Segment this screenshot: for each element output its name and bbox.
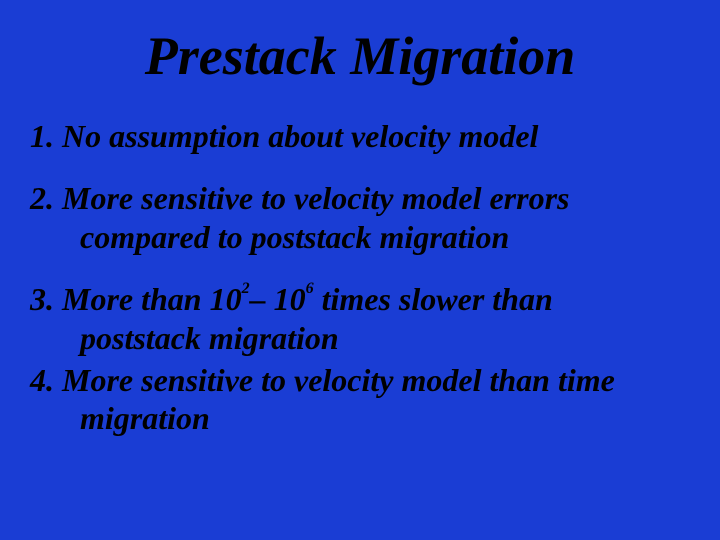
item-number: 2. xyxy=(30,180,54,216)
bullet-item-3: 3. More than 102– 106 times slower than … xyxy=(30,280,690,357)
item-text: More sensitive to velocity model than ti… xyxy=(62,362,615,398)
item-suffix: times slower than xyxy=(314,281,553,317)
exponent-2: 6 xyxy=(306,280,314,297)
bullet-item-2: 2. More sensitive to velocity model erro… xyxy=(30,179,690,256)
item-prefix: More than 10 xyxy=(62,281,242,317)
item-number: 3. xyxy=(30,281,54,317)
bullet-item-4: 4. More sensitive to velocity model than… xyxy=(30,361,690,438)
slide-title: Prestack Migration xyxy=(30,25,690,87)
exponent-1: 2 xyxy=(242,280,250,297)
item-mid: – 10 xyxy=(250,281,306,317)
item-number: 4. xyxy=(30,362,54,398)
item-continuation: poststack migration xyxy=(30,319,690,357)
item-continuation: migration xyxy=(30,399,690,437)
item-text: More sensitive to velocity model errors xyxy=(62,180,569,216)
item-text: No assumption about velocity model xyxy=(62,118,538,154)
bullet-item-1: 1. No assumption about velocity model xyxy=(30,117,690,155)
item-continuation: compared to poststack migration xyxy=(30,218,690,256)
item-number: 1. xyxy=(30,118,54,154)
